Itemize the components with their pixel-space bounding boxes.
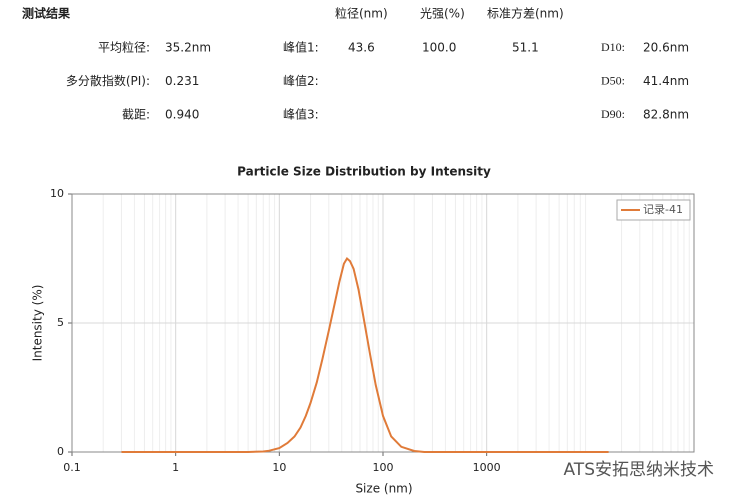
results-title: 测试结果 [22,6,70,21]
cell-d-value: 41.4nm [643,74,689,88]
cell-d-value: 82.8nm [643,108,689,122]
watermark: ATS安拓思纳米技术 [564,460,715,480]
legend-label: 记录-41 [643,203,683,216]
column-header: 光强(%) [420,7,465,21]
cell-label: 多分散指数(PI): [66,73,150,88]
x-tick-label: 1000 [473,461,501,474]
cell-intensity: 100.0 [422,41,456,55]
cell-peak: 峰值2: [283,73,319,88]
series-line [121,256,609,453]
cell-peak: 峰值3: [283,107,319,122]
cell-value: 0.231 [165,74,199,88]
x-tick-label: 1 [172,461,179,474]
y-tick-label: 5 [57,316,64,329]
cell-d-label: D90: [601,107,625,121]
x-tick-label: 100 [373,461,394,474]
cell-value: 35.2nm [165,41,211,55]
cell-d-label: D50: [601,73,625,87]
chart-title: Particle Size Distribution by Intensity [237,165,491,179]
plot-frame [71,193,695,453]
legend-box [616,199,691,221]
column-header: 标准方差(nm) [487,6,564,21]
cell-std: 51.1 [512,41,539,55]
cell-d-value: 20.6nm [643,41,689,55]
y-axis-label: Intensity (%) [31,285,45,362]
cell-peak: 峰值1: [283,40,319,55]
y-tick-label: 10 [50,187,64,200]
cell-size: 43.6 [348,41,375,55]
cell-d-label: D10: [601,40,625,54]
x-axis-label: Size (nm) [355,482,412,496]
cell-label: 平均粒径: [98,40,150,55]
y-tick-label: 0 [57,445,64,458]
x-tick-label: 0.1 [63,461,81,474]
cell-value: 0.940 [165,108,199,122]
x-tick-label: 10 [272,461,286,474]
column-header: 粒径(nm) [335,6,388,21]
cell-label: 截距: [122,108,150,122]
